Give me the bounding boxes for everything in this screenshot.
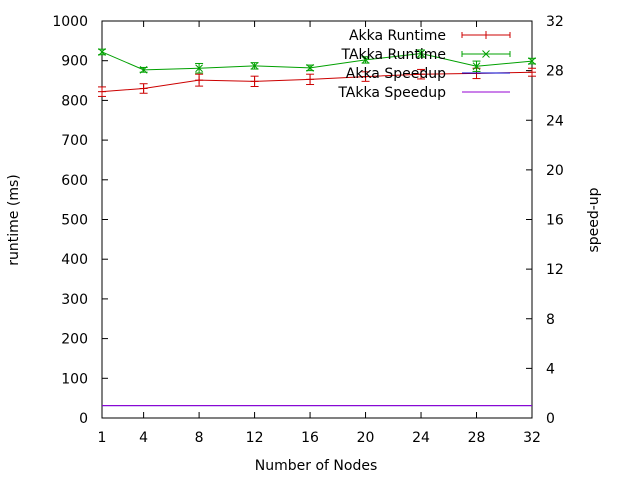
legend-item: Akka Runtime	[349, 28, 511, 44]
data-point	[139, 65, 148, 74]
data-point	[472, 62, 481, 71]
y-axis-label: runtime (ms)	[6, 174, 22, 265]
data-point	[361, 56, 370, 64]
y-tick-label: 500	[61, 213, 88, 229]
y-tick-label: 300	[61, 292, 88, 308]
data-point	[482, 50, 490, 58]
y2-tick-label: 12	[546, 262, 564, 278]
x-tick-label: 8	[195, 430, 204, 446]
legend: Akka Runtime TAkka Runtime Akka Speedup TAk…	[337, 28, 511, 101]
y2-tick-label: 20	[546, 163, 564, 179]
series-line	[101, 71, 533, 93]
y-tick-label: 0	[79, 411, 88, 427]
legend-item: Akka Speedup	[346, 66, 510, 82]
x-tick-label: 16	[301, 430, 319, 446]
y2-tick-label: 32	[546, 14, 564, 30]
y2-tick-label: 4	[546, 361, 555, 377]
y-tick-label: 200	[61, 332, 88, 348]
y2-tick-label: 0	[546, 411, 555, 427]
x-tick-label: 32	[523, 430, 541, 446]
y-tick-label: 800	[61, 93, 88, 109]
y2-axis-label: speed-up	[586, 187, 602, 252]
data-point	[417, 49, 425, 58]
data-point	[528, 57, 536, 65]
series-takka-runtime	[98, 48, 536, 74]
legend-item: TAkka Runtime	[340, 47, 511, 63]
x-axis-label: Number of Nodes	[255, 458, 377, 474]
data-point	[306, 63, 314, 72]
legend-label: Akka Speedup	[346, 66, 446, 82]
y2-tick-label: 28	[546, 64, 564, 80]
legend-label: TAkka Runtime	[340, 47, 446, 63]
legend-label: TAkka Speedup	[337, 85, 446, 101]
y-tick-label: 700	[61, 133, 88, 149]
y2-tick-label: 8	[546, 312, 555, 328]
y-tick-label: 100	[61, 371, 88, 387]
data-point	[195, 64, 203, 73]
y2-tick-label: 24	[546, 113, 564, 129]
plot-frame	[101, 20, 533, 419]
series-layer	[98, 48, 536, 407]
x-tick-label: 24	[412, 430, 430, 446]
y-tick-label: 600	[61, 173, 88, 189]
y-tick-label: 900	[61, 54, 88, 70]
y2-tick-label: 16	[546, 213, 564, 229]
series-line	[101, 51, 533, 71]
y-tick-label: 400	[61, 252, 88, 268]
x-tick-label: 1	[98, 430, 107, 446]
x-tick-label: 20	[357, 430, 375, 446]
x-tick-label: 28	[468, 430, 486, 446]
x-tick-label: 4	[139, 430, 148, 446]
data-point	[250, 62, 259, 70]
legend-item: TAkka Speedup	[337, 85, 510, 101]
x-tick-label: 12	[246, 430, 264, 446]
data-point	[98, 48, 106, 56]
y-tick-label: 1000	[52, 14, 88, 30]
series-akka-runtime	[98, 67, 536, 97]
legend-label: Akka Runtime	[349, 28, 446, 44]
axes: 1 4 8 12 16 20 24 28 320100200300400500600700800…	[52, 14, 564, 446]
